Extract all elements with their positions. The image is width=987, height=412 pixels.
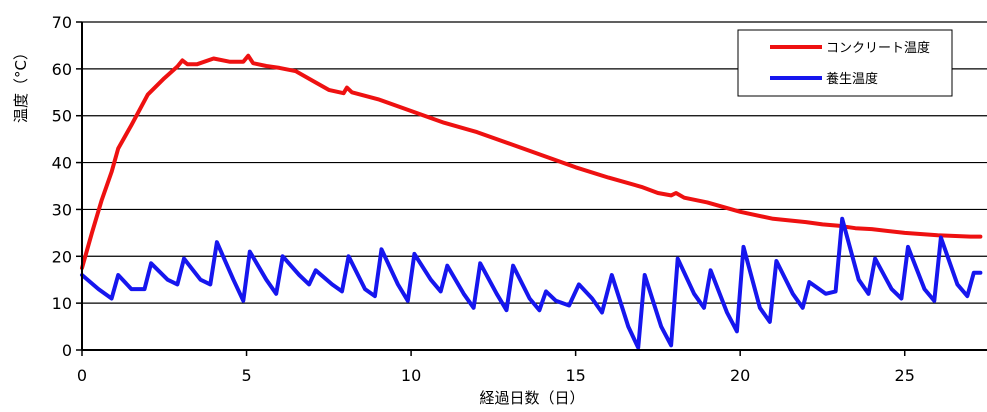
- y-tick-label: 40: [52, 154, 72, 173]
- x-tick-label: 20: [730, 366, 750, 385]
- y-tick-label: 0: [62, 341, 72, 360]
- y-tick-label: 10: [52, 294, 72, 313]
- series-line-1: [80, 216, 983, 350]
- x-tick-label: 10: [401, 366, 421, 385]
- axes: [76, 21, 987, 356]
- series-lines: [80, 53, 983, 350]
- legend-label-curing: 養生温度: [826, 71, 878, 87]
- x-tick-label: 15: [565, 366, 585, 385]
- x-axis-title: 経過日数（日）: [479, 389, 584, 407]
- tick-labels: 0 10 20 30 40 50 60 70 0 5 10 15 20 25: [52, 13, 915, 385]
- legend-box: [737, 29, 953, 97]
- x-tick-label: 5: [241, 366, 251, 385]
- y-tick-label: 60: [52, 60, 72, 79]
- series-line-0: [80, 53, 983, 270]
- y-tick-label: 30: [52, 200, 72, 219]
- y-tick-label: 70: [52, 13, 72, 32]
- gridlines: [82, 21, 987, 304]
- y-axis-title: 温度（°C）: [12, 45, 30, 123]
- x-tick-label: 0: [77, 366, 87, 385]
- y-tick-label: 20: [52, 247, 72, 266]
- legend-label-concrete: コンクリート温度: [826, 40, 930, 56]
- x-tick-label: 25: [895, 366, 915, 385]
- legend: コンクリート温度 養生温度: [737, 29, 953, 97]
- y-tick-label: 50: [52, 107, 72, 126]
